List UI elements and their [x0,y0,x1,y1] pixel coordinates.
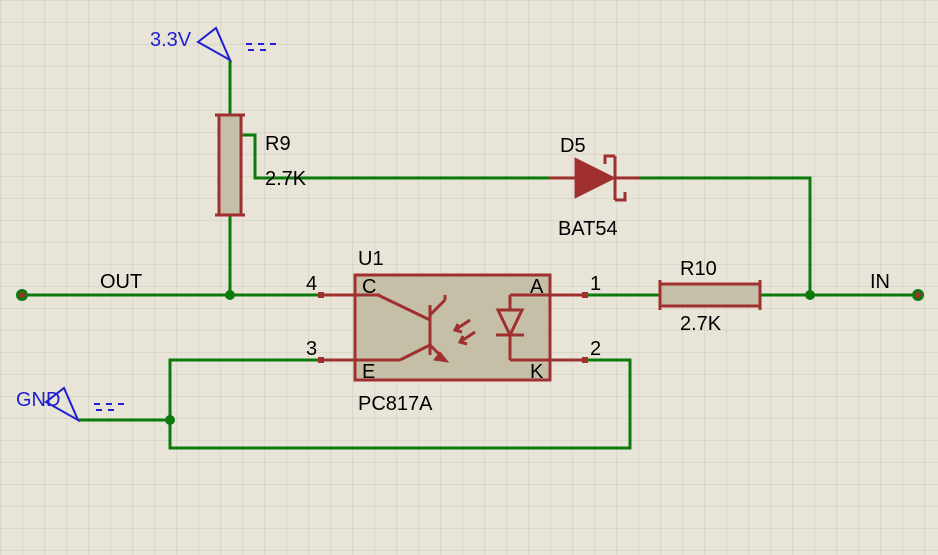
component-r9[interactable]: R9 2.7K [215,115,307,215]
junction-gnd [165,415,175,425]
component-d5[interactable]: D5 BAT54 [550,135,640,240]
u1-pin3-num: 3 [306,338,317,360]
wire-d5-in [640,178,810,295]
probe-gnd-label: GND [16,389,60,411]
u1-pin2-lbl: K [530,361,544,383]
probe-vdd-label: 3.3V [150,29,192,51]
r9-val: 2.7K [265,168,307,190]
u1-ref: U1 [358,248,384,270]
component-r10[interactable]: R10 2.7K [660,258,760,335]
u1-pin4-num: 4 [306,273,317,295]
probe-gnd: GND [16,388,124,420]
pin-end-icon [582,292,588,298]
u1-pin2-num: 2 [590,338,601,360]
u1-pin1-num: 1 [590,273,601,295]
d5-val: BAT54 [558,218,618,240]
terminal-out-inner [19,292,25,298]
component-u1[interactable]: 4 3 1 2 C E A K [306,248,601,415]
u1-pin3-lbl: E [362,361,375,383]
pin-end-icon [582,357,588,363]
u1-val: PC817A [358,393,433,415]
schematic-canvas: OUT IN 3.3V GND R9 2.7K [0,0,938,555]
r10-val: 2.7K [680,313,722,335]
d5-ref: D5 [560,135,586,157]
r9-ref: R9 [265,133,291,155]
terminal-out-label: OUT [100,271,142,293]
pin-end-icon [318,357,324,363]
junction-in [805,290,815,300]
terminal-in-label: IN [870,271,890,293]
probe-vdd: 3.3V [150,28,276,60]
junction-out [225,290,235,300]
schematic-svg: OUT IN 3.3V GND R9 2.7K [0,0,938,555]
pin-end-icon [318,292,324,298]
r10-ref: R10 [680,258,717,280]
terminal-in-inner [915,292,921,298]
